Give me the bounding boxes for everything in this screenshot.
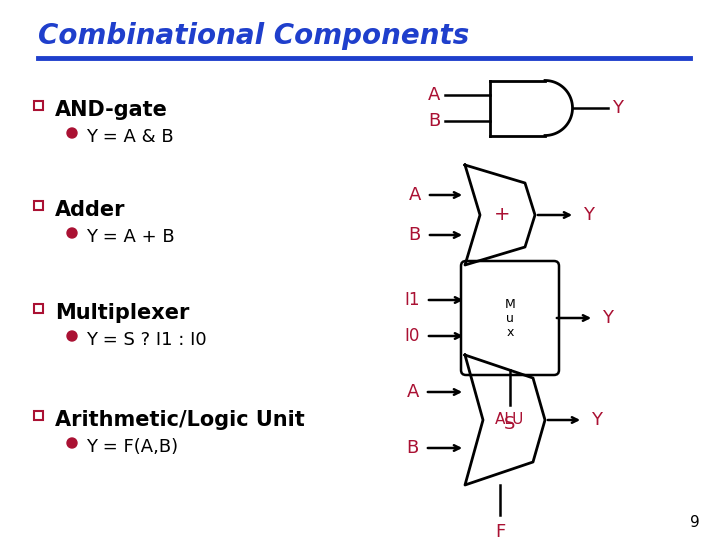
Text: B: B	[407, 439, 419, 457]
Text: F: F	[495, 523, 505, 540]
FancyBboxPatch shape	[461, 261, 559, 375]
Text: Y: Y	[583, 206, 594, 224]
Circle shape	[67, 128, 77, 138]
Text: Y = A & B: Y = A & B	[86, 128, 174, 146]
Text: Y: Y	[613, 99, 624, 117]
Circle shape	[67, 228, 77, 238]
Bar	[34, 100, 42, 110]
Circle shape	[67, 438, 77, 448]
Text: I1: I1	[405, 291, 420, 309]
Text: Adder: Adder	[55, 200, 125, 220]
Text: A: A	[409, 186, 421, 204]
Text: M
u
x: M u x	[505, 298, 516, 339]
Text: B: B	[428, 112, 440, 130]
Text: A: A	[407, 383, 419, 401]
Text: Y: Y	[591, 411, 602, 429]
Text: Y: Y	[602, 309, 613, 327]
Text: B: B	[409, 226, 421, 244]
Text: +: +	[494, 206, 510, 225]
Text: S: S	[504, 415, 516, 433]
Text: Combinational Components: Combinational Components	[38, 22, 469, 50]
Text: Y = A + B: Y = A + B	[86, 228, 175, 246]
Text: AND-gate: AND-gate	[55, 100, 168, 120]
Text: ALU: ALU	[495, 413, 525, 428]
Circle shape	[67, 331, 77, 341]
Bar	[34, 200, 42, 210]
Text: Y = F(A,B): Y = F(A,B)	[86, 438, 178, 456]
Text: Multiplexer: Multiplexer	[55, 303, 189, 323]
Text: Y = S ? I1 : I0: Y = S ? I1 : I0	[86, 331, 207, 349]
Text: Arithmetic/Logic Unit: Arithmetic/Logic Unit	[55, 410, 305, 430]
Text: 9: 9	[690, 515, 700, 530]
Text: I0: I0	[405, 327, 420, 345]
Bar	[34, 410, 42, 420]
Text: A: A	[428, 86, 440, 104]
Bar	[34, 303, 42, 313]
